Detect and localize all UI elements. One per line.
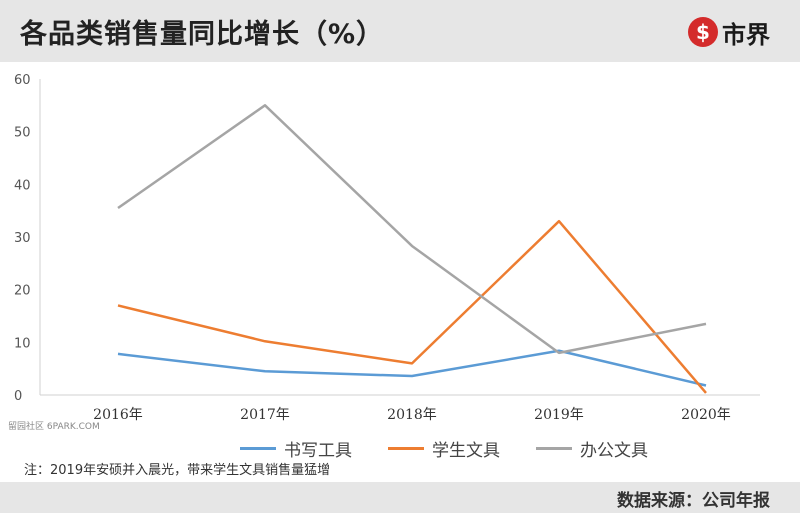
series-line-1 [117, 349, 707, 387]
series-line-2 [117, 219, 707, 394]
legend-item-3: 办公文具 [536, 436, 648, 461]
logo-text: 市界 [722, 20, 770, 49]
side-watermark: 留园社区 6PARK.COM [8, 422, 100, 432]
legend-label: 学生文具 [432, 441, 500, 461]
legend-swatch [240, 447, 276, 450]
y-tick-label: 40 [14, 178, 31, 193]
x-tick-label: 2018年 [387, 407, 437, 423]
header-band [0, 0, 800, 62]
chart-title: 各品类销售量同比增长（%） [20, 19, 385, 50]
shijie-logo-icon: $ [688, 17, 718, 47]
legend-item-1: 书写工具 [240, 436, 352, 461]
y-tick-label: 20 [14, 284, 31, 299]
chart-legend: 书写工具 学生文具 办公文具 [240, 436, 648, 461]
brand-logo: $ 市界 [688, 14, 770, 50]
legend-swatch [536, 447, 572, 450]
legend-label: 办公文具 [580, 441, 648, 461]
data-source: 数据来源：公司年报 [617, 491, 770, 511]
line-chart: 0 10 20 30 40 50 60 2016年 2017年 2018年 2019年 2020年 [14, 73, 760, 423]
x-tick-label: 2019年 [534, 407, 584, 423]
legend-swatch [388, 447, 424, 450]
series-line-3 [117, 104, 707, 355]
y-tick-label: 30 [14, 231, 31, 246]
x-tick-label: 2017年 [240, 407, 290, 423]
legend-label: 书写工具 [284, 441, 352, 461]
chart-axes: 0 10 20 30 40 50 60 2016年 2017年 2018年 2019年 2020年 [14, 73, 760, 423]
chart-note: 注：2019年安硕并入晨光，带来学生文具销售量猛增 [24, 463, 331, 478]
y-tick-label: 60 [14, 73, 31, 88]
legend-item-2: 学生文具 [388, 436, 500, 461]
y-tick-label: 10 [14, 336, 31, 351]
y-tick-label: 50 [14, 126, 31, 141]
x-tick-label: 2016年 [93, 407, 143, 423]
chart-lines [117, 104, 707, 394]
x-tick-label: 2020年 [681, 407, 731, 423]
footer-band [0, 482, 800, 513]
y-tick-label: 0 [14, 389, 22, 404]
